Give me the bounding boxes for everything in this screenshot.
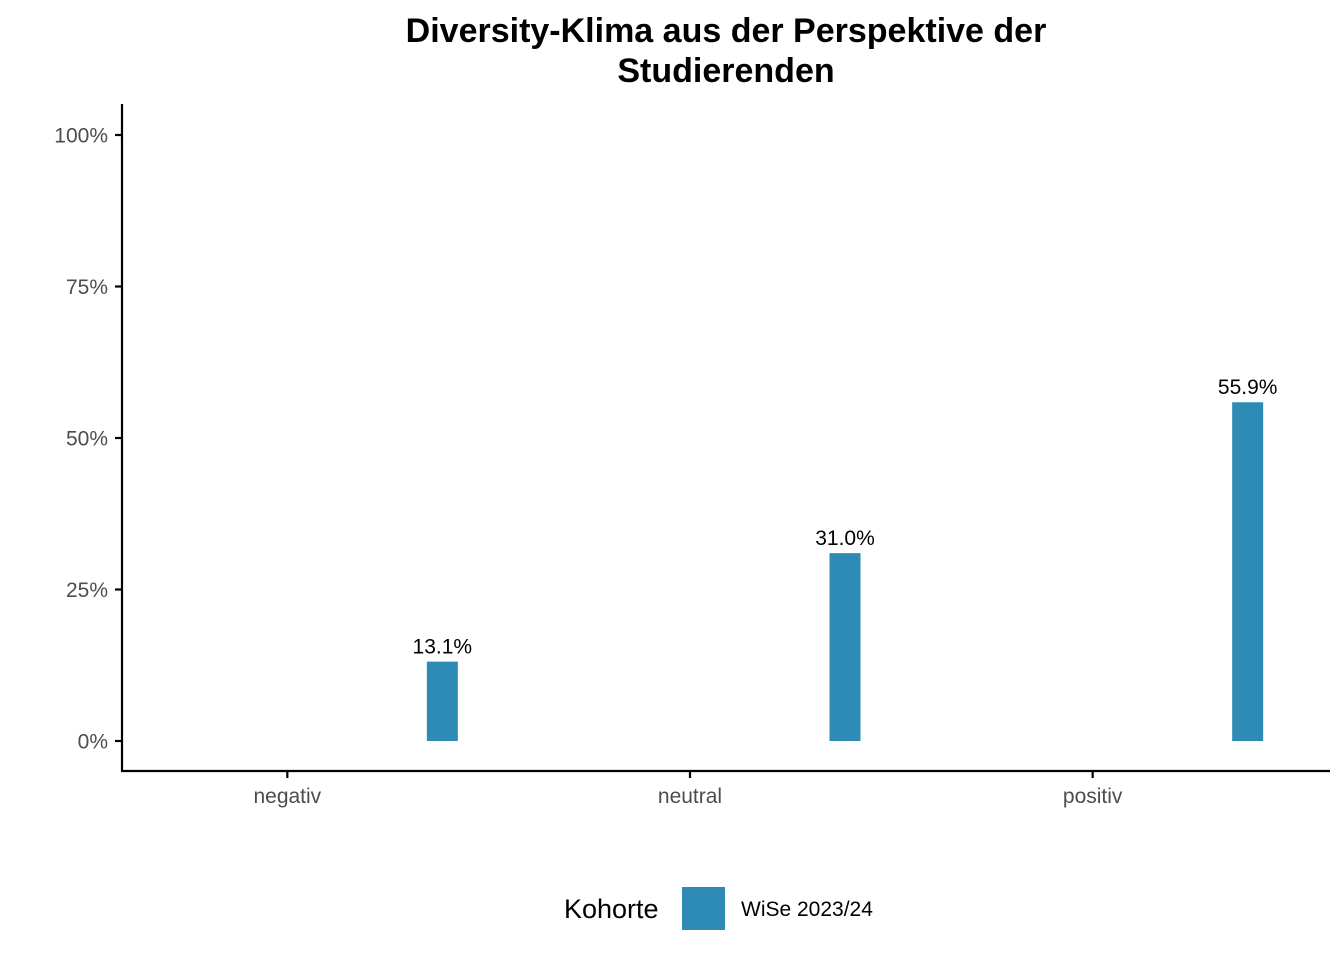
legend-swatch <box>682 887 725 930</box>
y-tick-label: 25% <box>66 579 108 602</box>
bar-data-labels: 13.1% 31.0% 55.9% <box>413 376 1278 658</box>
bar-positiv <box>1232 402 1264 741</box>
y-tick-label: 100% <box>54 125 108 148</box>
legend-label: WiSe 2023/24 <box>741 898 873 921</box>
bar-negativ <box>426 661 458 741</box>
y-tick-label: 0% <box>78 731 108 754</box>
bar-series <box>426 402 1264 741</box>
legend: Kohorte WiSe 2023/24 <box>564 887 873 930</box>
x-axis-ticks: negativ neutral positiv <box>253 771 1123 808</box>
legend-title: Kohorte <box>564 894 659 924</box>
bar-value-label: 31.0% <box>815 527 875 550</box>
x-tick-label: positiv <box>1063 785 1123 808</box>
y-axis-ticks: 0% 25% 50% 75% 100% <box>54 125 122 754</box>
chart-title-line-2: Studierenden <box>617 52 834 90</box>
bar-neutral <box>829 553 861 741</box>
bar-value-label: 55.9% <box>1218 376 1278 399</box>
x-tick-label: negativ <box>253 785 321 808</box>
chart-title-line-1: Diversity-Klima aus der Perspektive der <box>406 12 1047 50</box>
y-tick-label: 75% <box>66 276 108 299</box>
y-tick-label: 50% <box>66 428 108 451</box>
x-tick-label: neutral <box>658 785 722 808</box>
bar-value-label: 13.1% <box>413 636 473 659</box>
